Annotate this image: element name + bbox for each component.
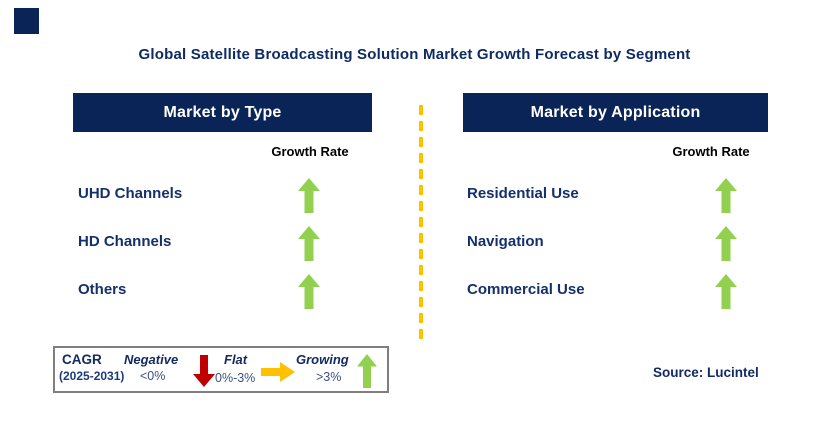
panel-header-market-by-application: Market by Application	[463, 93, 768, 132]
growth-up-arrow-icon	[298, 226, 320, 261]
dashed-divider	[419, 105, 423, 345]
growth-rate-column-label: Growth Rate	[672, 144, 750, 159]
growth-up-arrow-icon	[715, 274, 737, 309]
page-title: Global Satellite Broadcasting Solution M…	[138, 46, 691, 63]
growth-up-arrow-icon	[715, 226, 737, 261]
source-credit: Source: Lucintel	[653, 365, 759, 380]
segment-label: Commercial Use	[467, 281, 585, 298]
cagr-label: CAGR	[62, 352, 102, 367]
legend-entry-range: 0%-3%	[215, 371, 256, 385]
legend-entry-range: <0%	[140, 369, 166, 383]
panel-header-market-by-type: Market by Type	[73, 93, 372, 132]
legend-entry-name: Growing	[296, 352, 349, 367]
growth-up-arrow-icon	[298, 274, 320, 309]
legend-entry-name: Negative	[124, 352, 179, 367]
growth-up-arrow-icon	[298, 178, 320, 213]
brand-corner-square	[14, 8, 39, 34]
cagr-period: (2025-2031)	[59, 369, 125, 383]
segment-label: Residential Use	[467, 185, 579, 202]
legend-entry-name: Flat	[224, 352, 248, 367]
segment-label: Navigation	[467, 233, 544, 250]
segment-label: UHD Channels	[78, 185, 183, 202]
segment-label: Others	[78, 281, 127, 298]
negative-down-arrow-icon	[193, 355, 215, 387]
growing-up-arrow-icon	[357, 354, 377, 388]
growth-rate-column-label: Growth Rate	[271, 144, 349, 159]
growth-up-arrow-icon	[715, 178, 737, 213]
cagr-legend: CAGR (2025-2031) Negative <0% Flat 0%-3%…	[53, 346, 389, 393]
segment-label: HD Channels	[78, 233, 172, 250]
legend-entry-range: >3%	[316, 370, 342, 384]
flat-right-arrow-icon	[261, 362, 295, 382]
